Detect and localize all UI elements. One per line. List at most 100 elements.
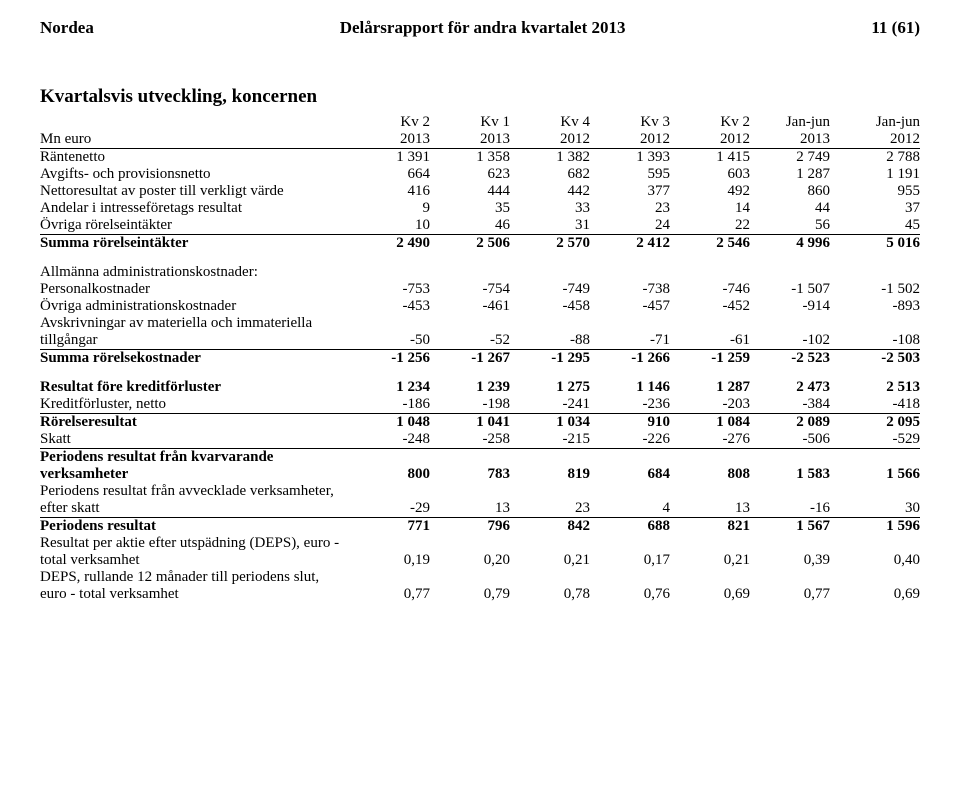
row-label: Summa rörelseintäkter <box>40 235 350 253</box>
cell: -1 507 <box>750 281 830 298</box>
cell: 9 <box>350 200 430 217</box>
table-row: Personalkostnader-753-754-749-738-746-1 … <box>40 281 920 298</box>
cell: -258 <box>430 431 510 449</box>
cell: -241 <box>510 396 590 414</box>
cell: 2 089 <box>750 414 830 432</box>
financial-table: Kv 2Kv 1Kv 4Kv 3Kv 2Jan-junJan-junMn eur… <box>40 114 920 603</box>
cell: -453 <box>350 298 430 315</box>
cell: -1 266 <box>590 350 670 368</box>
cell: 2 546 <box>670 235 750 253</box>
row-label: verksamheter <box>40 466 350 483</box>
header-left: Nordea <box>40 18 94 38</box>
cell: 1 566 <box>830 466 920 483</box>
cell: 2 506 <box>430 235 510 253</box>
cell: 1 146 <box>590 379 670 396</box>
cell: -108 <box>830 332 920 350</box>
cell: 0,21 <box>670 552 750 569</box>
cell: 0,19 <box>350 552 430 569</box>
cell: 0,17 <box>590 552 670 569</box>
col-head: 2012 <box>590 131 670 149</box>
table-row: efter skatt-291323413-1630 <box>40 500 920 518</box>
cell: 4 996 <box>750 235 830 253</box>
table-row: Övriga rörelseintäkter10463124225645 <box>40 217 920 235</box>
cell: 44 <box>750 200 830 217</box>
cell: 808 <box>670 466 750 483</box>
cell: 664 <box>350 166 430 183</box>
cell: -893 <box>830 298 920 315</box>
cell: 13 <box>430 500 510 518</box>
cell: 1 567 <box>750 518 830 536</box>
table-row: verksamheter8007838196848081 5831 566 <box>40 466 920 483</box>
cell <box>430 449 510 467</box>
cell <box>510 535 590 552</box>
cell: 682 <box>510 166 590 183</box>
col-head: 2013 <box>430 131 510 149</box>
col-head: 2013 <box>750 131 830 149</box>
cell <box>750 315 830 332</box>
cell <box>750 569 830 586</box>
cell: 416 <box>350 183 430 200</box>
cell: 821 <box>670 518 750 536</box>
cell <box>750 535 830 552</box>
cell: -749 <box>510 281 590 298</box>
cell <box>510 449 590 467</box>
cell: 0,20 <box>430 552 510 569</box>
cell: 45 <box>830 217 920 235</box>
cell: 30 <box>830 500 920 518</box>
cell: -215 <box>510 431 590 449</box>
row-label-cont: Avskrivningar av materiella och immateri… <box>40 315 920 332</box>
cell: 2 412 <box>590 235 670 253</box>
row-label: Allmänna administrationskostnader: <box>40 264 350 281</box>
col-head: 2012 <box>670 131 750 149</box>
cell <box>350 315 430 332</box>
row-label: Periodens resultat från kvarvarande <box>40 449 350 467</box>
cell: 783 <box>430 466 510 483</box>
cell: -506 <box>750 431 830 449</box>
cell <box>510 569 590 586</box>
cell: 1 084 <box>670 414 750 432</box>
cell: 0,77 <box>750 586 830 603</box>
cell: -236 <box>590 396 670 414</box>
cell <box>430 569 510 586</box>
cell: 24 <box>590 217 670 235</box>
cell: 842 <box>510 518 590 536</box>
cell <box>590 535 670 552</box>
cell: -248 <box>350 431 430 449</box>
cell: -461 <box>430 298 510 315</box>
col-head: Kv 3 <box>590 114 670 131</box>
cell: -2 523 <box>750 350 830 368</box>
cell: 23 <box>510 500 590 518</box>
cell <box>590 569 670 586</box>
page-header: Nordea Delårsrapport för andra kvartalet… <box>40 18 920 38</box>
cell: 0,79 <box>430 586 510 603</box>
cell: -529 <box>830 431 920 449</box>
row-label: Resultat per aktie efter utspädning (DEP… <box>40 535 350 552</box>
cell: 623 <box>430 166 510 183</box>
cell: 2 095 <box>830 414 920 432</box>
cell: -753 <box>350 281 430 298</box>
cell <box>350 264 430 281</box>
cell: 603 <box>670 166 750 183</box>
cell: 0,40 <box>830 552 920 569</box>
cell: 684 <box>590 466 670 483</box>
cell <box>830 449 920 467</box>
cell: -16 <box>750 500 830 518</box>
row-label: Skatt <box>40 431 350 449</box>
cell <box>510 483 590 500</box>
row-label: Rörelseresultat <box>40 414 350 432</box>
cell <box>750 449 830 467</box>
cell: 0,76 <box>590 586 670 603</box>
cell <box>510 315 590 332</box>
cell: 2 473 <box>750 379 830 396</box>
row-label: Kreditförluster, netto <box>40 396 350 414</box>
col-head: Mn euro <box>40 131 350 149</box>
cell <box>670 315 750 332</box>
cell <box>670 569 750 586</box>
row-label: efter skatt <box>40 500 350 518</box>
cell: 1 415 <box>670 149 750 167</box>
table-row: Kreditförluster, netto-186-198-241-236-2… <box>40 396 920 414</box>
cell: 444 <box>430 183 510 200</box>
cell: -29 <box>350 500 430 518</box>
cell: 1 041 <box>430 414 510 432</box>
cell <box>670 483 750 500</box>
